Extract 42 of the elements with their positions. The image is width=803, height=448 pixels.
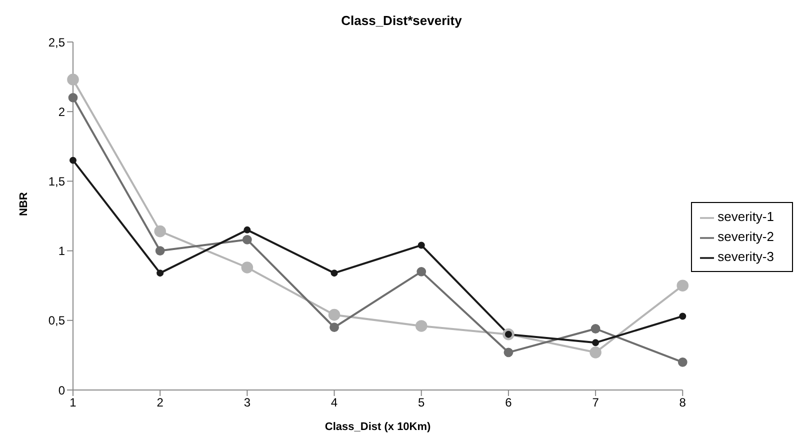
point xyxy=(156,270,164,277)
x-tick-label: 6 xyxy=(505,396,512,410)
point xyxy=(415,320,428,332)
x-tick-label: 3 xyxy=(244,396,251,410)
y-tick-label: 0,5 xyxy=(48,314,66,328)
point xyxy=(678,357,688,367)
legend-label: severity-2 xyxy=(718,229,774,244)
point xyxy=(330,270,338,277)
x-tick-label: 2 xyxy=(156,396,164,410)
point xyxy=(244,226,251,234)
point xyxy=(241,262,254,274)
point xyxy=(418,242,425,249)
y-tick-label: 2 xyxy=(58,104,66,119)
y-tick-label: 1 xyxy=(58,244,66,258)
chart-title: Class_Dist*severity xyxy=(340,12,463,30)
y-tick-label: 2,5 xyxy=(48,35,66,50)
point xyxy=(70,156,76,164)
point xyxy=(68,92,78,102)
x-tick-label: 8 xyxy=(679,396,686,410)
legend-label: severity-3 xyxy=(718,249,774,264)
point xyxy=(504,348,514,358)
x-axis-title: Class_Dist (x 10Km) xyxy=(324,421,432,433)
point xyxy=(67,74,79,86)
legend-label: severity-1 xyxy=(718,209,774,224)
x-tick-label: 5 xyxy=(418,396,426,410)
y-axis-title: NBR xyxy=(18,192,30,216)
point xyxy=(679,312,686,320)
point xyxy=(242,234,252,244)
point xyxy=(416,266,426,276)
point xyxy=(330,322,339,332)
x-tick-label: 4 xyxy=(330,396,338,410)
point xyxy=(590,346,602,358)
x-tick-label: 7 xyxy=(592,396,600,410)
x-tick-label: 1 xyxy=(70,396,77,410)
point xyxy=(590,324,600,334)
point xyxy=(328,308,340,321)
y-tick-label: 1,5 xyxy=(48,174,66,188)
point xyxy=(592,339,600,346)
point xyxy=(676,280,689,292)
point xyxy=(155,246,165,256)
y-tick-label: 0 xyxy=(58,383,66,398)
point xyxy=(154,225,166,238)
